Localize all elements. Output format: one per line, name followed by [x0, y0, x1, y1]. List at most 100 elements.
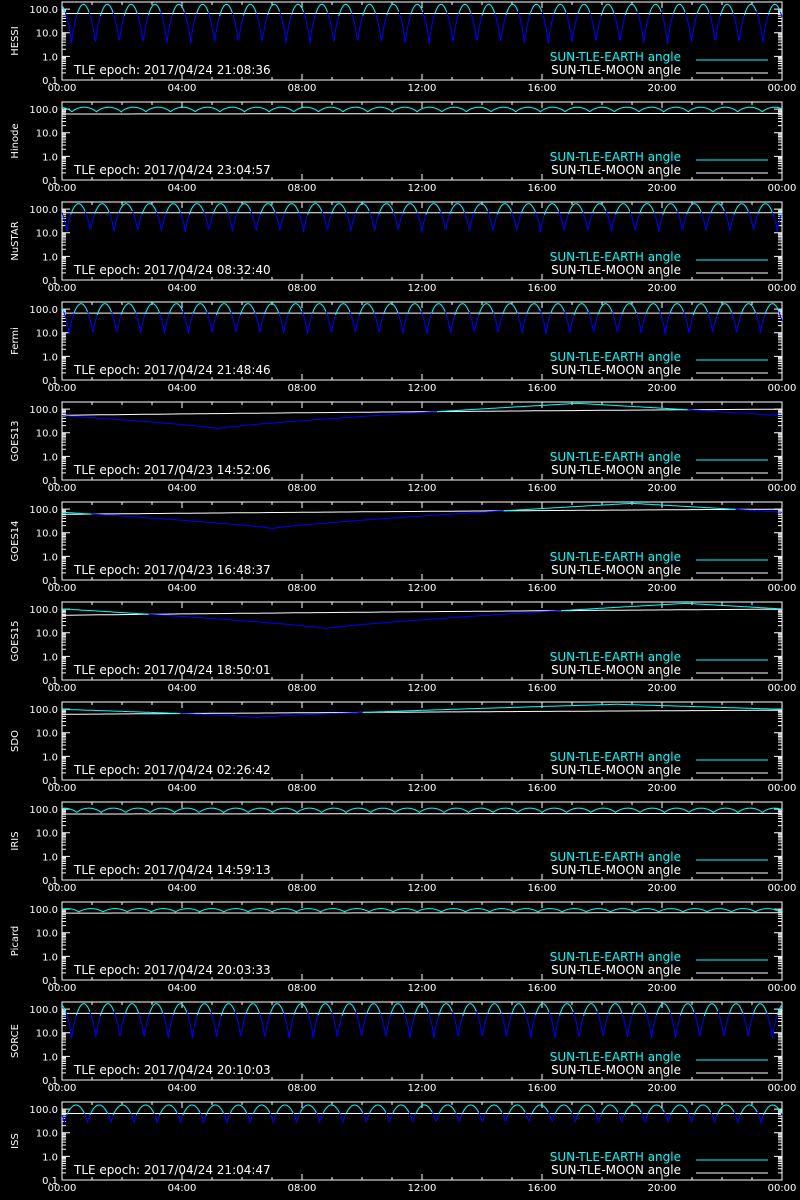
y-tick-label: 100.0	[29, 705, 58, 716]
x-tick-label: 16:00	[528, 183, 557, 194]
earth-segment	[621, 303, 637, 315]
earth-segment	[315, 1112, 324, 1124]
earth-segment	[61, 307, 65, 312]
earth-segment	[700, 211, 712, 231]
x-tick-label: 20:00	[648, 483, 677, 494]
legend-label-moon: SUN-TLE-MOON angle	[551, 263, 681, 277]
earth-segment	[683, 311, 694, 333]
earth-segment	[743, 3, 757, 16]
panel-goes14: 100.0 10.0 1.0 0.1 00:00 04:00 08:00 12:00 16:00…	[0, 500, 800, 600]
legend-label-moon: SUN-TLE-MOON angle	[551, 1163, 681, 1177]
earth-segment	[335, 303, 351, 316]
earth-segment	[91, 510, 504, 529]
earth-segment	[596, 1011, 609, 1037]
earth-segment	[379, 1013, 392, 1037]
x-tick-label: 08:00	[288, 983, 317, 994]
earth-segment	[402, 203, 418, 214]
earth-segment	[767, 3, 781, 15]
earth-segment	[61, 1114, 68, 1123]
tle-epoch-label: TLE epoch: 2017/04/24 08:32:40	[73, 263, 271, 277]
panel-chart: 100.010.01.00.100:00 04:00 08:00 12:00 16:00…	[10, 501, 796, 594]
panel-chart: 100.010.01.00.100:00 04:00 08:00 12:00 16:00…	[10, 1101, 796, 1194]
earth-segment	[111, 312, 122, 333]
earth-segment	[345, 1104, 364, 1115]
series-sun-tle-moon	[61, 508, 783, 515]
earth-segment	[135, 1104, 155, 1116]
tle-epoch-label: TLE epoch: 2017/04/23 16:48:37	[73, 563, 271, 577]
earth-segment	[192, 303, 208, 314]
legend-label-moon: SUN-TLE-MOON angle	[551, 363, 681, 377]
earth-segment	[778, 311, 783, 322]
earth-segment	[531, 1104, 549, 1115]
x-tick-label: 12:00	[408, 83, 437, 94]
earth-segment	[231, 12, 245, 41]
earth-segment	[717, 1011, 730, 1037]
y-tick-label: 100.0	[29, 505, 58, 516]
tle-epoch-label: TLE epoch: 2017/04/24 21:04:47	[73, 1163, 271, 1177]
earth-segment	[219, 3, 233, 17]
x-tick-label: 16:00	[528, 283, 557, 294]
earth-segment	[299, 1104, 317, 1114]
earth-segment	[269, 1112, 277, 1124]
earth-segment	[434, 3, 448, 15]
earth-segment	[662, 203, 678, 215]
earth-segment	[254, 312, 265, 334]
legend-label-moon: SUN-TLE-MOON angle	[551, 1063, 681, 1077]
earth-segment	[259, 203, 276, 215]
tle-epoch-label: TLE epoch: 2017/04/24 18:50:01	[73, 663, 271, 677]
satellite-label: SORCE	[10, 1024, 21, 1058]
earth-segment	[653, 212, 664, 233]
x-tick-label: 08:00	[288, 783, 317, 794]
earth-segment	[771, 212, 782, 232]
legend-label-earth: SUN-TLE-EARTH angle	[550, 750, 681, 764]
earth-segment	[162, 1012, 174, 1039]
earth-segment	[66, 1104, 85, 1116]
earth-segment	[501, 1112, 509, 1122]
earth-segment	[61, 807, 783, 814]
x-tick-label: 00:00	[768, 483, 797, 494]
earth-segment	[541, 11, 555, 45]
y-tick-label: 0.1	[42, 376, 58, 387]
earth-segment	[679, 1003, 695, 1016]
legend-label-moon: SUN-TLE-MOON angle	[551, 963, 681, 977]
x-tick-label: 16:00	[528, 483, 557, 494]
tle-epoch-label: TLE epoch: 2017/04/24 14:59:13	[73, 863, 271, 877]
x-tick-label: 04:00	[168, 383, 197, 394]
earth-segment	[182, 311, 194, 335]
x-tick-label: 04:00	[168, 183, 197, 194]
earth-segment	[341, 1003, 357, 1016]
x-tick-label: 20:00	[648, 883, 677, 894]
earth-segment	[415, 1104, 433, 1115]
earth-segment	[246, 1112, 254, 1125]
earth-segment	[89, 1011, 101, 1037]
y-tick-label: 0.1	[42, 276, 58, 287]
earth-segment	[780, 212, 783, 216]
x-tick-label: 00:00	[768, 983, 797, 994]
panel-chart: 100.010.01.00.100:00 04:00 08:00 12:00 16:00…	[10, 801, 796, 894]
earth-segment	[553, 3, 567, 15]
y-tick-label: 100.0	[29, 5, 58, 16]
earth-segment	[438, 1104, 457, 1115]
earth-segment	[292, 1112, 301, 1124]
earth-segment	[183, 11, 197, 44]
earth-segment	[368, 210, 380, 231]
earth-segment	[716, 303, 733, 315]
y-tick-label: 0.1	[42, 76, 58, 87]
earth-segment	[212, 203, 229, 214]
panel-chart: 100.010.01.00.100:00 04:00 08:00 12:00 16:00…	[10, 301, 796, 394]
x-tick-label: 12:00	[408, 683, 437, 694]
earth-segment	[550, 303, 565, 314]
earth-segment	[444, 311, 456, 333]
series-sun-tle-earth	[61, 3, 783, 45]
earth-segment	[728, 1003, 744, 1014]
x-tick-label: 00:00	[48, 783, 77, 794]
earth-segment	[155, 211, 167, 232]
panel-iris: 100.0 10.0 1.0 0.1 00:00 04:00 08:00 12:00 16:00…	[0, 800, 800, 900]
legend-label-earth: SUN-TLE-EARTH angle	[550, 1050, 681, 1064]
earth-segment	[763, 1104, 782, 1116]
earth-segment	[766, 1012, 778, 1039]
earth-segment	[263, 303, 280, 315]
satellite-label: Fermi	[10, 327, 21, 355]
panel-chart: 100.010.01.00.100:00 04:00 08:00 12:00 16:00…	[10, 101, 796, 194]
x-tick-label: 16:00	[528, 783, 557, 794]
